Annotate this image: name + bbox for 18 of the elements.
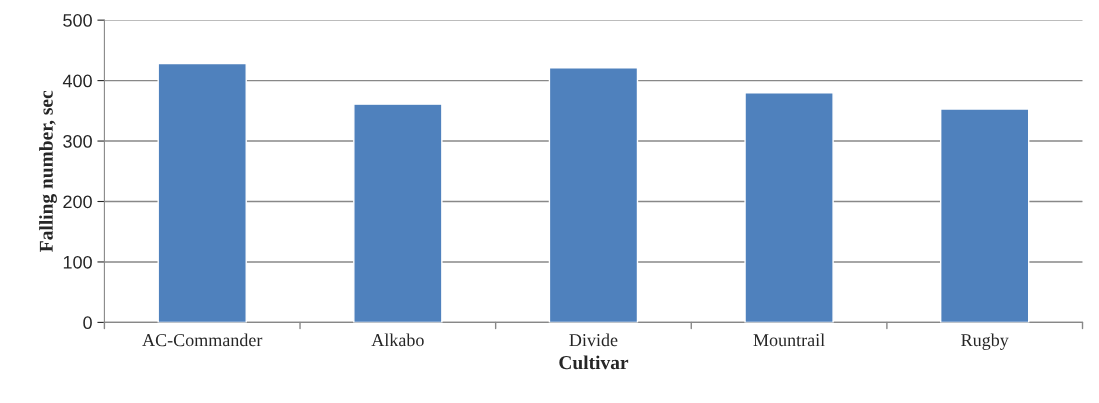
bar (939, 108, 1030, 323)
x-tick-label: Alkabo (371, 333, 424, 347)
y-tick-label: 300 (63, 134, 92, 148)
x-tick-label: Divide (569, 333, 618, 347)
bar (548, 67, 639, 323)
y-tick-label: 500 (63, 14, 92, 27)
x-tick-label: Rugby (961, 333, 1009, 350)
bar (744, 91, 834, 323)
y-tick-label: 0 (83, 316, 92, 330)
y-axis-title: Falling number, sec (39, 90, 57, 252)
x-tick-label: AC-Commander (142, 333, 263, 347)
y-tick-label: 100 (63, 255, 92, 269)
y-tick-label: 200 (63, 195, 92, 209)
x-tick-label: Mountrail (753, 333, 825, 347)
x-axis-title: Cultivar (559, 355, 629, 370)
bar (157, 62, 247, 323)
bar (353, 103, 443, 323)
y-tick-label: 400 (62, 74, 92, 88)
